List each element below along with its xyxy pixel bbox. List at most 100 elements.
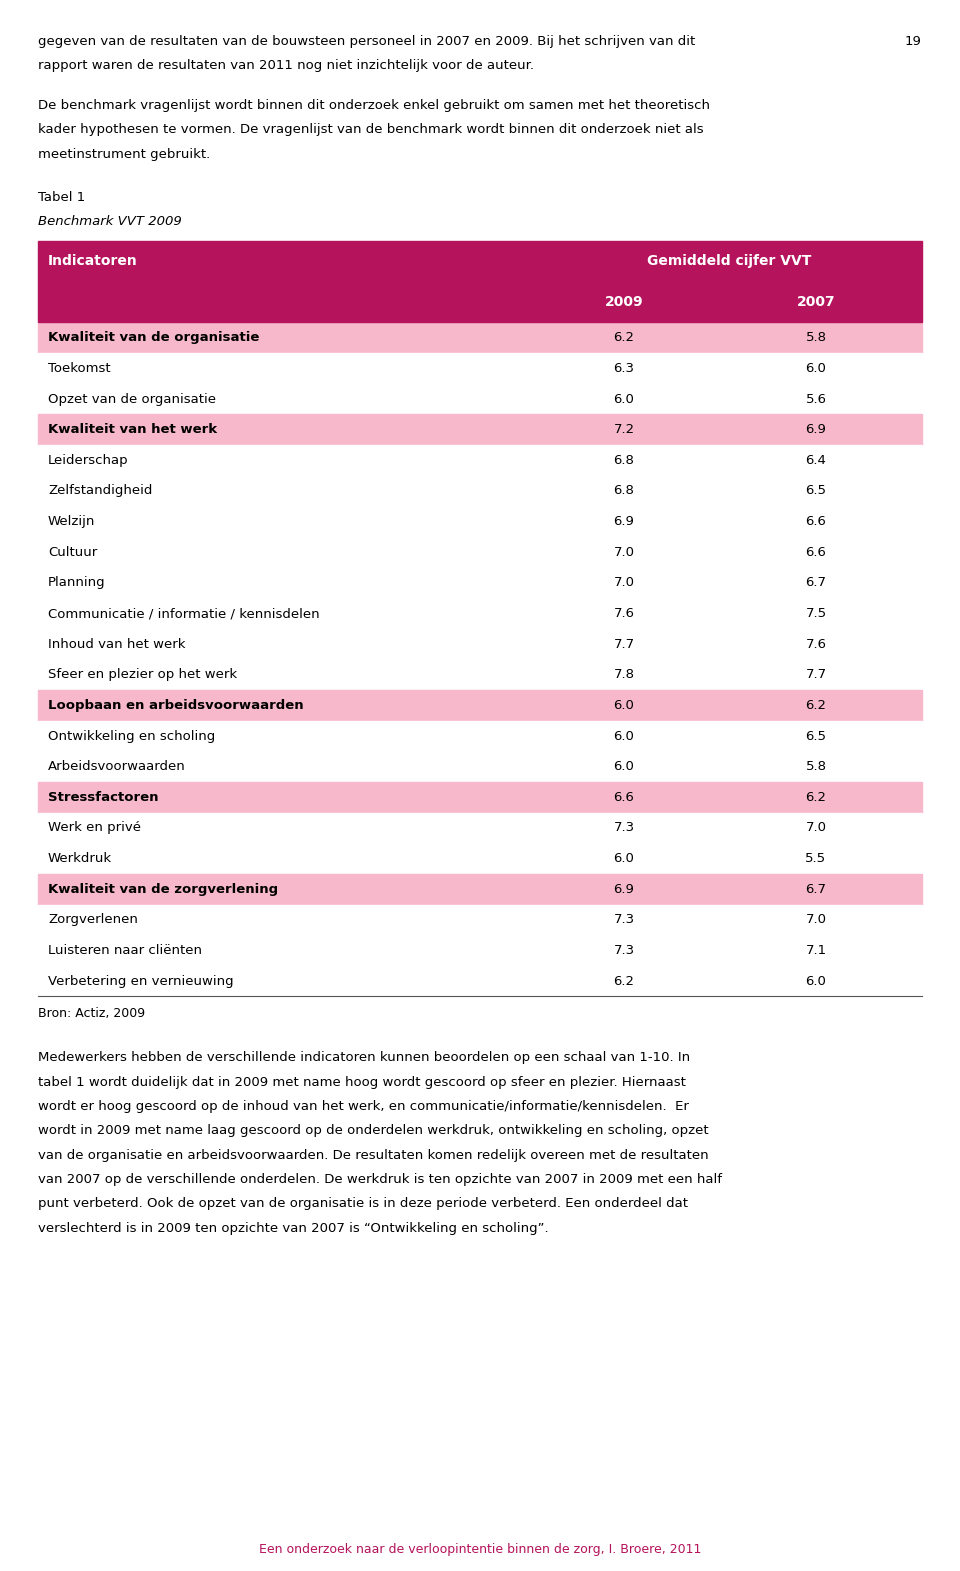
Bar bbox=[38, 445, 922, 476]
Bar bbox=[38, 966, 922, 996]
Bar bbox=[38, 537, 922, 567]
Text: De benchmark vragenlijst wordt binnen dit onderzoek enkel gebruikt om samen met : De benchmark vragenlijst wordt binnen di… bbox=[38, 99, 710, 112]
Text: 7.3: 7.3 bbox=[613, 913, 635, 927]
Text: 6.0: 6.0 bbox=[613, 699, 635, 712]
Text: van 2007 op de verschillende onderdelen. De werkdruk is ten opzichte van 2007 in: van 2007 op de verschillende onderdelen.… bbox=[38, 1174, 722, 1186]
Text: 6.0: 6.0 bbox=[613, 393, 635, 405]
Text: 2007: 2007 bbox=[797, 295, 835, 309]
Text: 6.2: 6.2 bbox=[805, 699, 827, 712]
Text: wordt in 2009 met name laag gescoord op de onderdelen werkdruk, ontwikkeling en : wordt in 2009 met name laag gescoord op … bbox=[38, 1125, 709, 1137]
Text: 7.0: 7.0 bbox=[805, 822, 827, 834]
Text: Verbetering en vernieuwing: Verbetering en vernieuwing bbox=[48, 974, 233, 988]
Text: 7.3: 7.3 bbox=[613, 944, 635, 957]
Bar bbox=[38, 599, 922, 628]
Text: 6.2: 6.2 bbox=[613, 974, 635, 988]
Text: meetinstrument gebruikt.: meetinstrument gebruikt. bbox=[38, 148, 210, 160]
Text: 6.9: 6.9 bbox=[805, 423, 827, 437]
Text: gegeven van de resultaten van de bouwsteen personeel in 2007 en 2009. Bij het sc: gegeven van de resultaten van de bouwste… bbox=[38, 35, 696, 47]
Text: verslechterd is in 2009 ten opzichte van 2007 is “Ontwikkeling en scholing”.: verslechterd is in 2009 ten opzichte van… bbox=[38, 1222, 549, 1235]
Text: Cultuur: Cultuur bbox=[48, 545, 97, 559]
Bar bbox=[38, 353, 922, 383]
Text: 5.8: 5.8 bbox=[805, 760, 827, 773]
Text: 6.6: 6.6 bbox=[613, 790, 635, 804]
Text: 2009: 2009 bbox=[605, 295, 643, 309]
Bar bbox=[38, 690, 922, 721]
Text: 7.7: 7.7 bbox=[613, 638, 635, 650]
Text: Tabel 1: Tabel 1 bbox=[38, 190, 85, 204]
Text: 6.5: 6.5 bbox=[805, 729, 827, 743]
Text: 6.7: 6.7 bbox=[805, 883, 827, 895]
Bar bbox=[38, 567, 922, 599]
Text: 6.3: 6.3 bbox=[613, 361, 635, 375]
Text: 7.8: 7.8 bbox=[613, 668, 635, 682]
Text: Kwaliteit van de zorgverlening: Kwaliteit van de zorgverlening bbox=[48, 883, 278, 895]
Text: 7.1: 7.1 bbox=[805, 944, 827, 957]
Text: Opzet van de organisatie: Opzet van de organisatie bbox=[48, 393, 216, 405]
Bar bbox=[38, 721, 922, 751]
Bar bbox=[38, 905, 922, 935]
Text: 5.8: 5.8 bbox=[805, 331, 827, 344]
Text: Werkdruk: Werkdruk bbox=[48, 851, 112, 866]
Text: 6.8: 6.8 bbox=[613, 484, 635, 498]
Text: 6.0: 6.0 bbox=[613, 760, 635, 773]
Text: Kwaliteit van de organisatie: Kwaliteit van de organisatie bbox=[48, 331, 259, 344]
Text: 5.5: 5.5 bbox=[805, 851, 827, 866]
Text: 7.7: 7.7 bbox=[805, 668, 827, 682]
Text: Zorgverlenen: Zorgverlenen bbox=[48, 913, 138, 927]
Text: punt verbeterd. Ook de opzet van de organisatie is in deze periode verbeterd. Ee: punt verbeterd. Ook de opzet van de orga… bbox=[38, 1197, 688, 1210]
Text: 19: 19 bbox=[904, 35, 922, 47]
Text: 7.6: 7.6 bbox=[805, 638, 827, 650]
Bar bbox=[38, 383, 922, 415]
Text: Werk en privé: Werk en privé bbox=[48, 822, 141, 834]
Text: 7.0: 7.0 bbox=[613, 545, 635, 559]
Text: 6.2: 6.2 bbox=[805, 790, 827, 804]
Text: 5.6: 5.6 bbox=[805, 393, 827, 405]
Text: Kwaliteit van het werk: Kwaliteit van het werk bbox=[48, 423, 217, 437]
Text: Sfeer en plezier op het werk: Sfeer en plezier op het werk bbox=[48, 668, 237, 682]
Text: 6.5: 6.5 bbox=[805, 484, 827, 498]
Text: 6.4: 6.4 bbox=[805, 454, 827, 467]
Bar bbox=[38, 322, 922, 353]
Text: 7.2: 7.2 bbox=[613, 423, 635, 437]
Bar bbox=[38, 782, 922, 812]
Text: Een onderzoek naar de verloopintentie binnen de zorg, I. Broere, 2011: Een onderzoek naar de verloopintentie bi… bbox=[259, 1543, 701, 1555]
Text: 6.6: 6.6 bbox=[805, 545, 827, 559]
Bar bbox=[38, 873, 922, 905]
Text: 6.7: 6.7 bbox=[805, 577, 827, 589]
Bar bbox=[38, 812, 922, 844]
Text: 6.8: 6.8 bbox=[613, 454, 635, 467]
Text: Benchmark VVT 2009: Benchmark VVT 2009 bbox=[38, 215, 182, 228]
Text: Leiderschap: Leiderschap bbox=[48, 454, 129, 467]
Text: 6.9: 6.9 bbox=[613, 883, 635, 895]
Text: Zelfstandigheid: Zelfstandigheid bbox=[48, 484, 153, 498]
Text: Toekomst: Toekomst bbox=[48, 361, 110, 375]
Text: Medewerkers hebben de verschillende indicatoren kunnen beoordelen op een schaal : Medewerkers hebben de verschillende indi… bbox=[38, 1051, 690, 1064]
Text: kader hypothesen te vormen. De vragenlijst van de benchmark wordt binnen dit ond: kader hypothesen te vormen. De vragenlij… bbox=[38, 123, 704, 137]
Bar bbox=[38, 240, 922, 322]
Text: Bron: Actiz, 2009: Bron: Actiz, 2009 bbox=[38, 1007, 146, 1021]
Text: rapport waren de resultaten van 2011 nog niet inzichtelijk voor de auteur.: rapport waren de resultaten van 2011 nog… bbox=[38, 58, 535, 72]
Text: Ontwikkeling en scholing: Ontwikkeling en scholing bbox=[48, 729, 215, 743]
Text: wordt er hoog gescoord op de inhoud van het werk, en communicatie/informatie/ken: wordt er hoog gescoord op de inhoud van … bbox=[38, 1100, 689, 1112]
Bar bbox=[38, 660, 922, 690]
Text: Gemiddeld cijfer VVT: Gemiddeld cijfer VVT bbox=[647, 255, 812, 269]
Text: 6.0: 6.0 bbox=[613, 851, 635, 866]
Text: 7.0: 7.0 bbox=[805, 913, 827, 927]
Text: Communicatie / informatie / kennisdelen: Communicatie / informatie / kennisdelen bbox=[48, 606, 320, 621]
Text: van de organisatie en arbeidsvoorwaarden. De resultaten komen redelijk overeen m: van de organisatie en arbeidsvoorwaarden… bbox=[38, 1148, 709, 1161]
Text: Arbeidsvoorwaarden: Arbeidsvoorwaarden bbox=[48, 760, 185, 773]
Text: 7.0: 7.0 bbox=[613, 577, 635, 589]
Text: 6.2: 6.2 bbox=[613, 331, 635, 344]
Bar bbox=[38, 628, 922, 660]
Text: 7.6: 7.6 bbox=[613, 606, 635, 621]
Text: 7.3: 7.3 bbox=[613, 822, 635, 834]
Text: tabel 1 wordt duidelijk dat in 2009 met name hoog wordt gescoord op sfeer en ple: tabel 1 wordt duidelijk dat in 2009 met … bbox=[38, 1076, 686, 1089]
Bar bbox=[38, 751, 922, 782]
Text: Inhoud van het werk: Inhoud van het werk bbox=[48, 638, 185, 650]
Text: 6.6: 6.6 bbox=[805, 515, 827, 528]
Text: Luisteren naar cliënten: Luisteren naar cliënten bbox=[48, 944, 202, 957]
Text: 6.0: 6.0 bbox=[613, 729, 635, 743]
Text: 6.0: 6.0 bbox=[805, 974, 827, 988]
Text: 6.0: 6.0 bbox=[805, 361, 827, 375]
Text: 6.9: 6.9 bbox=[613, 515, 635, 528]
